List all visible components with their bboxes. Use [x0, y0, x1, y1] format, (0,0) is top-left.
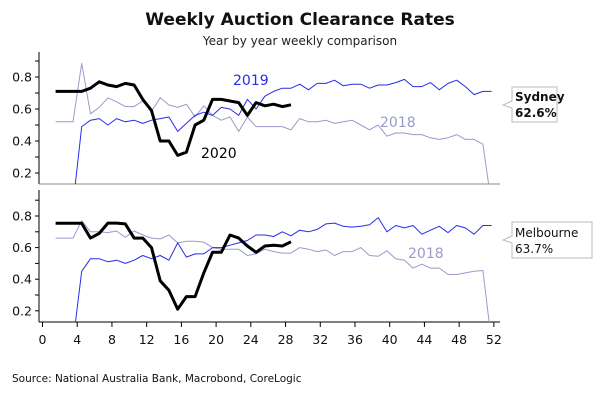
- sydney-callout-value: 62.6%: [515, 106, 557, 120]
- melbourne-series: [55, 217, 492, 322]
- melbourne-callout-name: Melbourne: [515, 226, 578, 240]
- x-tick-label: 0: [39, 332, 47, 347]
- x-tick-label: 16: [173, 332, 189, 347]
- sydney-series-2019: [74, 78, 492, 184]
- chart-title: Weekly Auction Clearance Rates: [145, 10, 455, 30]
- x-tick-label: 28: [278, 332, 294, 347]
- sydney-series-2018: [55, 62, 490, 184]
- x-tick-label: 52: [486, 332, 502, 347]
- melbourne-series-2019: [74, 217, 492, 322]
- label-sydney-2019: 2019: [233, 73, 269, 89]
- sydney-y-tick-label: 0.2: [12, 166, 32, 181]
- melbourne-callout-value: 63.7%: [515, 242, 553, 256]
- melbourne-y-tick-label: 0.6: [12, 240, 32, 255]
- chart-subtitle: Year by year weekly comparison: [202, 34, 398, 48]
- axes: 0.80.60.40.20.80.60.40.20 4 8 12 16 20 24 28 32 3…: [12, 52, 502, 347]
- x-tick-label: 36: [347, 332, 363, 347]
- melbourne-y-tick-label: 0.4: [12, 272, 32, 287]
- x-tick-label: 32: [312, 332, 328, 347]
- melbourne-callout: Melbourne 63.7%: [501, 221, 593, 259]
- x-tick-label: 8: [108, 332, 116, 347]
- source-note: Source: National Australia Bank, Macrobo…: [12, 373, 302, 385]
- melbourne-y-tick-label: 0.2: [12, 303, 32, 318]
- label-sydney-2018: 2018: [380, 115, 416, 131]
- x-tick-label: 40: [382, 332, 398, 347]
- sydney-y-tick-label: 0.4: [12, 134, 32, 149]
- x-tick-label: 20: [208, 332, 224, 347]
- sydney-y-tick-label: 0.6: [12, 102, 32, 117]
- label-melbourne-2018: 2018: [408, 246, 444, 262]
- x-tick-label: 4: [73, 332, 81, 347]
- label-sydney-2020: 2020: [201, 146, 237, 162]
- x-tick-label: 48: [451, 332, 467, 347]
- sydney-callout: Sydney 62.6%: [501, 86, 565, 123]
- sydney-series-2020: [55, 80, 292, 157]
- sydney-y-tick-label: 0.8: [12, 70, 32, 85]
- melbourne-series-2018: [55, 220, 490, 322]
- x-tick-label: 44: [416, 332, 432, 347]
- melbourne-y-tick-label: 0.8: [12, 209, 32, 224]
- sydney-series: [55, 62, 492, 184]
- x-tick-label: 24: [243, 332, 259, 347]
- x-tick-label: 12: [139, 332, 155, 347]
- sydney-callout-name: Sydney: [515, 90, 565, 104]
- melbourne-series-2020: [55, 221, 292, 311]
